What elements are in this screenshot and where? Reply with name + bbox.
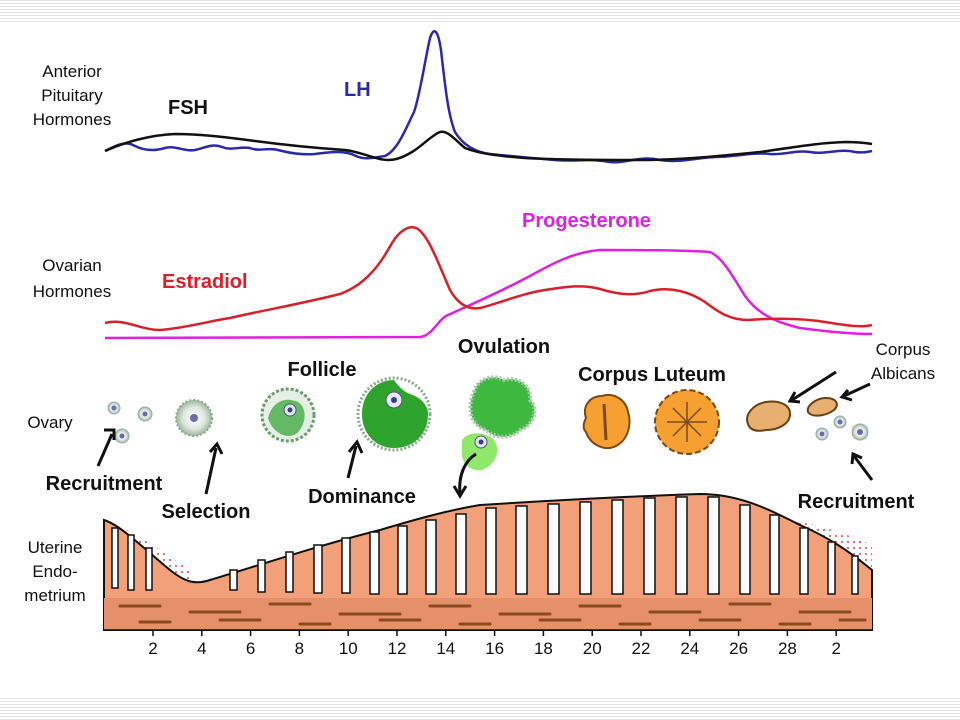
day-tick-label: 8 (295, 639, 304, 658)
ovulating-follicle (461, 375, 537, 471)
pituitary-section: Anterior Pituitary Hormones FSH LH (33, 30, 873, 164)
ovary-section-label: Ovary (27, 413, 73, 432)
top-border-stripe (0, 0, 960, 22)
corpus-albicans-label-line1: Corpus (876, 340, 931, 359)
dominance-label: Dominance (308, 486, 416, 508)
ovarian-section-label-line1: Ovarian (42, 256, 102, 275)
corpus-albicans-arrow-1 (791, 370, 837, 402)
day-tick-label: 24 (680, 639, 699, 658)
basal-streaks (118, 602, 867, 626)
dominance-arrow (346, 445, 358, 479)
ovulation-label: Ovulation (458, 336, 550, 358)
day-axis: 2 4 6 8 10 12 14 16 18 20 22 24 26 28 2 (104, 629, 872, 658)
day-tick-label: 28 (778, 639, 797, 658)
progesterone-label: Progesterone (522, 210, 651, 232)
fsh-curve (104, 130, 873, 162)
corpus-luteum-label: Corpus Luteum (578, 364, 726, 386)
corpus-albicans (746, 396, 838, 432)
day-tick-label: 2 (148, 639, 157, 658)
day-tick-label: 26 (729, 639, 748, 658)
uterine-section-label-line1: Uterine (28, 538, 83, 557)
day-tick-label: 2 (831, 639, 840, 658)
endometrial-glands (111, 496, 859, 595)
corpus-albicans-label-line2: Albicans (871, 364, 935, 383)
corpus-luteum-early (582, 394, 631, 450)
selection-follicle (175, 399, 213, 437)
ovarian-section: Ovarian Hormones Estradiol Progesterone (33, 210, 873, 340)
day-tick-label: 4 (197, 639, 206, 658)
lh-curve (104, 30, 873, 164)
recruitment-label: Recruitment (46, 473, 163, 495)
recruitment-follicles-right (815, 415, 869, 441)
bottom-border-stripe (0, 698, 960, 720)
dominant-follicle (356, 376, 432, 452)
day-tick-label: 6 (246, 639, 255, 658)
day-tick-label: 16 (485, 639, 504, 658)
recruitment-follicles (107, 401, 153, 444)
follicle-label: Follicle (288, 359, 357, 381)
recruitment-right-arrow (852, 455, 874, 481)
day-tick-label: 20 (583, 639, 602, 658)
pituitary-section-label-line1: Anterior (42, 62, 102, 81)
recruitment-arrow (96, 433, 114, 467)
corpus-luteum-mature (654, 389, 720, 455)
estradiol-label: Estradiol (162, 271, 248, 293)
uterine-section-label-line2: Endo- (32, 562, 77, 581)
day-tick-label: 12 (388, 639, 407, 658)
ovary-section: Ovary Follicle Ovulation Corpus Luteum C… (27, 336, 935, 523)
day-tick-label: 10 (339, 639, 358, 658)
progesterone-curve (104, 248, 873, 340)
day-tick-label: 22 (632, 639, 651, 658)
pointer-arrows (96, 370, 874, 499)
pituitary-section-label-line2: Pituitary (41, 86, 103, 105)
corpus-albicans-arrow-2 (843, 382, 871, 398)
selection-arrow (204, 447, 218, 495)
pituitary-section-label-line3: Hormones (33, 110, 111, 129)
developing-follicle (260, 387, 316, 443)
day-tick-label: 18 (534, 639, 553, 658)
selection-label: Selection (162, 501, 251, 523)
ovulation-arrow (458, 452, 477, 495)
lh-label: LH (344, 79, 371, 101)
ovarian-section-label-line2: Hormones (33, 282, 111, 301)
estradiol-curve (104, 226, 873, 332)
uterine-section: Uterine Endo- metrium (24, 492, 873, 631)
uterine-section-label-line3: metrium (24, 586, 85, 605)
fsh-label: FSH (168, 97, 208, 119)
day-tick-label: 14 (436, 639, 455, 658)
recruitment2-label: Recruitment (798, 491, 915, 513)
